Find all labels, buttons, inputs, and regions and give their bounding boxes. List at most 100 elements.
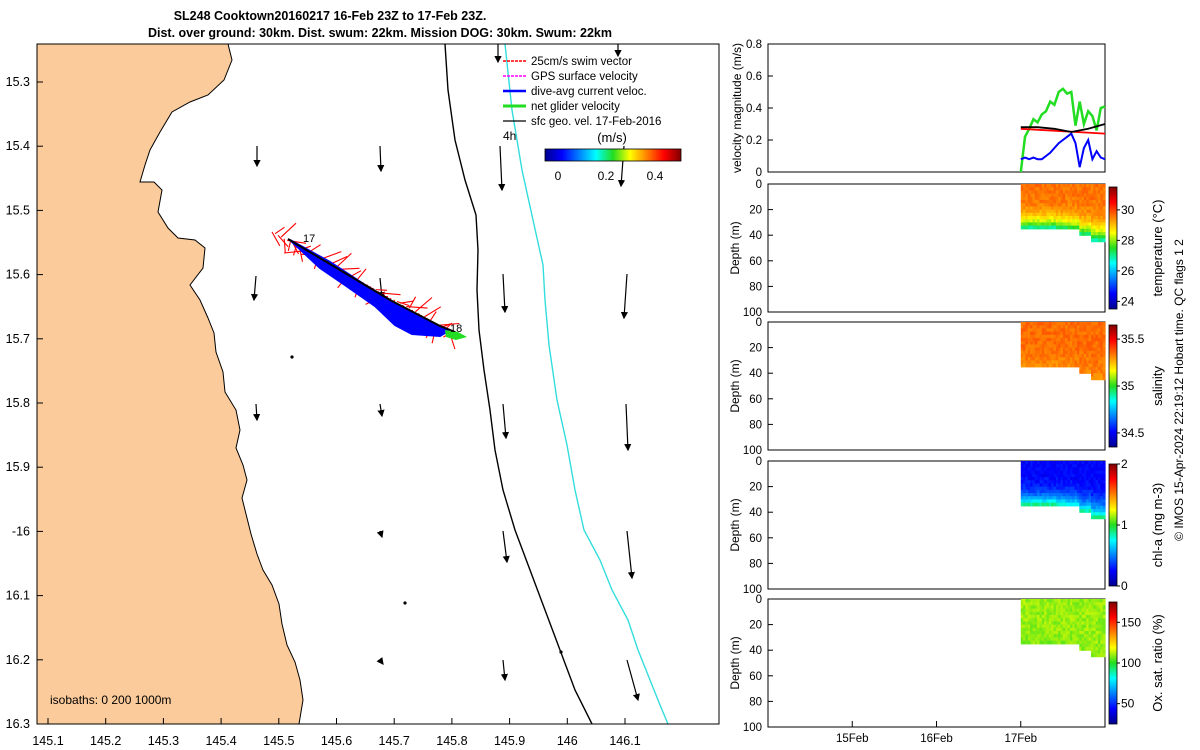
profile-cell bbox=[1069, 502, 1073, 507]
colorbar-tick-label: 100 bbox=[1121, 656, 1141, 670]
profile-cell bbox=[1091, 509, 1094, 513]
profile-cell bbox=[1037, 599, 1040, 603]
profile-cell bbox=[1074, 624, 1078, 629]
profile-cell bbox=[1086, 496, 1090, 500]
profile-cell bbox=[1041, 196, 1045, 201]
profile-cell bbox=[1088, 225, 1092, 230]
profile-cell bbox=[1083, 322, 1087, 326]
profile-cell bbox=[1076, 190, 1080, 195]
profile-cell bbox=[1091, 206, 1094, 211]
profile-cell bbox=[1025, 196, 1029, 201]
profile-cell bbox=[1046, 193, 1050, 198]
profile-cell bbox=[1093, 363, 1097, 368]
profile-cell bbox=[1046, 212, 1050, 217]
map-ytick-label: 16.3 bbox=[6, 717, 30, 731]
profile-cell bbox=[1065, 467, 1069, 472]
profile-cell bbox=[1100, 347, 1104, 352]
profile-cell bbox=[1102, 187, 1106, 191]
profile-cell bbox=[1032, 464, 1036, 468]
profile-cell bbox=[1100, 196, 1104, 201]
profile-cell bbox=[1072, 322, 1076, 326]
profile-cell bbox=[1023, 206, 1026, 211]
profile-cell bbox=[1093, 190, 1097, 195]
profile-cell bbox=[1069, 338, 1073, 342]
profile-cell bbox=[1081, 621, 1085, 626]
profile-cell bbox=[1053, 624, 1057, 629]
profile-cell bbox=[1067, 502, 1071, 507]
profile-cell bbox=[1083, 631, 1087, 635]
profile-cell bbox=[1053, 209, 1057, 214]
profile-cell bbox=[1039, 496, 1043, 500]
profile-cell bbox=[1083, 473, 1087, 478]
legend-item: sfc geo. vel. 17-Feb-2016 bbox=[531, 116, 661, 128]
profile-cell bbox=[1100, 605, 1104, 610]
profile-cell bbox=[1086, 647, 1090, 651]
profile-cell bbox=[1037, 473, 1040, 478]
profile-cell bbox=[1032, 225, 1036, 230]
colorbar-tick-label: 150 bbox=[1121, 615, 1141, 629]
profile-cell bbox=[1053, 611, 1057, 616]
profile-cell bbox=[1093, 602, 1097, 606]
profile-cell bbox=[1053, 499, 1057, 504]
profile-cell bbox=[1037, 483, 1040, 488]
profile-cell bbox=[1062, 325, 1066, 329]
profile-cell bbox=[1044, 341, 1048, 345]
profile-cell bbox=[1046, 496, 1050, 500]
profile-cell bbox=[1058, 621, 1062, 626]
profile-cell bbox=[1074, 222, 1078, 227]
profile-cell bbox=[1081, 225, 1085, 230]
profile-cell bbox=[1076, 212, 1080, 217]
profile-cell bbox=[1095, 347, 1099, 352]
profile-cell bbox=[1100, 489, 1104, 494]
profile-cell bbox=[1055, 615, 1059, 619]
profile-cell bbox=[1060, 502, 1064, 507]
profile-cell bbox=[1102, 515, 1106, 520]
profile-cell bbox=[1046, 190, 1050, 195]
profile-cell bbox=[1037, 602, 1040, 606]
profile-cell bbox=[1032, 637, 1036, 642]
profile-cell bbox=[1100, 512, 1104, 516]
profile-cell bbox=[1053, 473, 1057, 478]
profile-cell bbox=[1079, 331, 1083, 336]
profile-cell bbox=[1095, 366, 1099, 371]
profile-cell bbox=[1041, 344, 1045, 349]
profile-cell bbox=[1051, 602, 1055, 606]
profile-cell bbox=[1088, 216, 1092, 220]
profile-cell bbox=[1034, 187, 1038, 191]
profile-cell bbox=[1051, 624, 1055, 629]
profile-cell bbox=[1086, 184, 1090, 188]
profile-cell bbox=[1081, 599, 1085, 603]
profile-cell bbox=[1083, 187, 1087, 191]
profile-cell bbox=[1088, 222, 1092, 227]
profile-cell bbox=[1058, 480, 1062, 484]
profile-cell bbox=[1083, 486, 1087, 491]
profile-cell bbox=[1100, 461, 1104, 465]
profile-cell bbox=[1095, 222, 1099, 227]
profile-cell bbox=[1088, 643, 1092, 648]
profile-cell bbox=[1093, 650, 1097, 654]
profile-cell bbox=[1060, 634, 1064, 638]
profile-cell bbox=[1062, 200, 1066, 204]
profile-cell bbox=[1100, 334, 1104, 339]
profile-cell bbox=[1062, 341, 1066, 345]
profile-cell bbox=[1093, 331, 1097, 336]
swim-vector bbox=[400, 300, 414, 304]
profile-cell bbox=[1041, 331, 1045, 336]
profile-cell bbox=[1081, 480, 1085, 484]
profile-cell bbox=[1095, 470, 1099, 475]
profile-cell bbox=[1041, 499, 1045, 504]
profile-cell bbox=[1093, 464, 1097, 468]
profile-cell bbox=[1069, 486, 1073, 491]
profile-cell bbox=[1098, 477, 1101, 481]
map-ytick-label: 15.7 bbox=[6, 332, 30, 346]
profile-cell bbox=[1034, 196, 1038, 201]
profile-cell bbox=[1098, 486, 1101, 491]
profile-cell bbox=[1076, 187, 1080, 191]
profile-cell bbox=[1072, 187, 1076, 191]
velocity-ytick-label: 0.2 bbox=[746, 135, 762, 147]
profile-cell bbox=[1025, 640, 1029, 645]
profile-cell bbox=[1079, 354, 1083, 358]
profile-cell bbox=[1020, 187, 1024, 191]
profile-cell bbox=[1095, 515, 1099, 520]
profile-cell bbox=[1037, 328, 1040, 333]
